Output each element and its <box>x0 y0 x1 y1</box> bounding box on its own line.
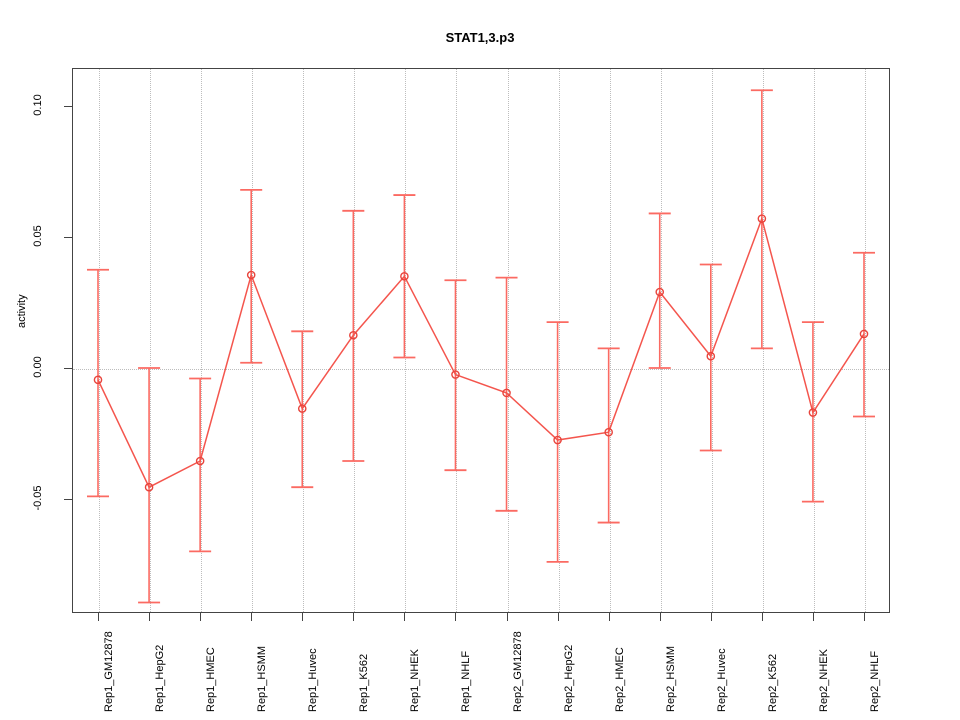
x-axis-tick-label: Rep1_GM12878 <box>103 631 115 712</box>
x-axis-tick-label: Rep2_HSMM <box>664 645 677 712</box>
x-axis-tick <box>659 613 661 621</box>
x-axis-tick-label: Rep2_Huvec <box>715 648 728 712</box>
gridline-vertical <box>762 69 764 612</box>
x-axis-tick-label: Rep1_NHEK <box>409 649 422 712</box>
gridline-vertical <box>507 69 509 612</box>
gridline-horizontal-zero <box>73 369 889 370</box>
x-axis-tick <box>149 613 151 621</box>
gridline-vertical <box>99 69 100 612</box>
gridline-vertical <box>354 69 356 612</box>
x-axis-tick <box>404 613 406 621</box>
x-axis-tick-label: Rep1_HMEC <box>205 647 218 712</box>
gridline-vertical <box>201 69 203 612</box>
y-axis-tick-label: 0.10 <box>32 94 44 116</box>
x-axis-tick-label: Rep2_K562 <box>766 653 779 712</box>
x-axis-tick-label: Rep2_HMEC <box>613 647 626 712</box>
y-axis-tick <box>64 106 72 107</box>
x-axis-tick <box>302 613 304 621</box>
x-axis-tick-label: Rep1_HSMM <box>256 645 269 712</box>
x-axis-tick <box>506 613 508 621</box>
gridline-vertical <box>609 69 611 612</box>
x-axis-tick-label: Rep1_NHLF <box>460 650 473 712</box>
x-axis-tick <box>710 613 712 621</box>
y-axis-tick <box>64 368 72 369</box>
gridline-vertical <box>456 69 458 612</box>
x-axis-tick-label: Rep2_NHEK <box>817 649 830 712</box>
y-axis-tick <box>64 499 72 500</box>
x-axis-tick <box>98 613 99 621</box>
gridline-vertical <box>865 69 866 612</box>
x-axis-tick-label: Rep2_HepG2 <box>562 644 575 712</box>
gridline-vertical <box>711 69 713 612</box>
y-axis-label: activity <box>16 294 28 328</box>
x-axis-tick-label: Rep2_NHLF <box>869 650 881 712</box>
x-axis-tick <box>864 613 865 621</box>
x-axis-tick <box>608 613 610 621</box>
gridline-vertical <box>150 69 152 612</box>
gridline-vertical <box>405 69 407 612</box>
x-axis-tick <box>251 613 253 621</box>
gridline-vertical <box>558 69 560 612</box>
x-axis-tick <box>200 613 202 621</box>
y-axis-tick-label: 0.05 <box>32 225 44 247</box>
y-axis-tick-label: -0.05 <box>32 485 44 511</box>
x-axis-tick-label: Rep1_HepG2 <box>154 644 167 712</box>
x-axis-tick <box>455 613 457 621</box>
x-axis-tick <box>557 613 559 621</box>
plot-panel <box>72 68 890 613</box>
gridline-vertical <box>660 69 662 612</box>
x-axis-tick <box>812 613 814 621</box>
y-axis-tick-label: 0.00 <box>32 356 44 378</box>
gridline-vertical <box>252 69 254 612</box>
gridline-vertical <box>813 69 815 612</box>
x-axis-tick-label: Rep1_K562 <box>358 653 371 712</box>
x-axis-tick <box>353 613 355 621</box>
x-axis-tick-label: Rep1_Huvec <box>307 648 320 712</box>
y-axis-tick <box>64 237 72 238</box>
gridline-vertical <box>303 69 305 612</box>
x-axis-tick <box>761 613 763 621</box>
x-axis-tick-label: Rep2_GM12878 <box>511 631 524 712</box>
chart-title: STAT1,3.p3 <box>445 30 515 45</box>
